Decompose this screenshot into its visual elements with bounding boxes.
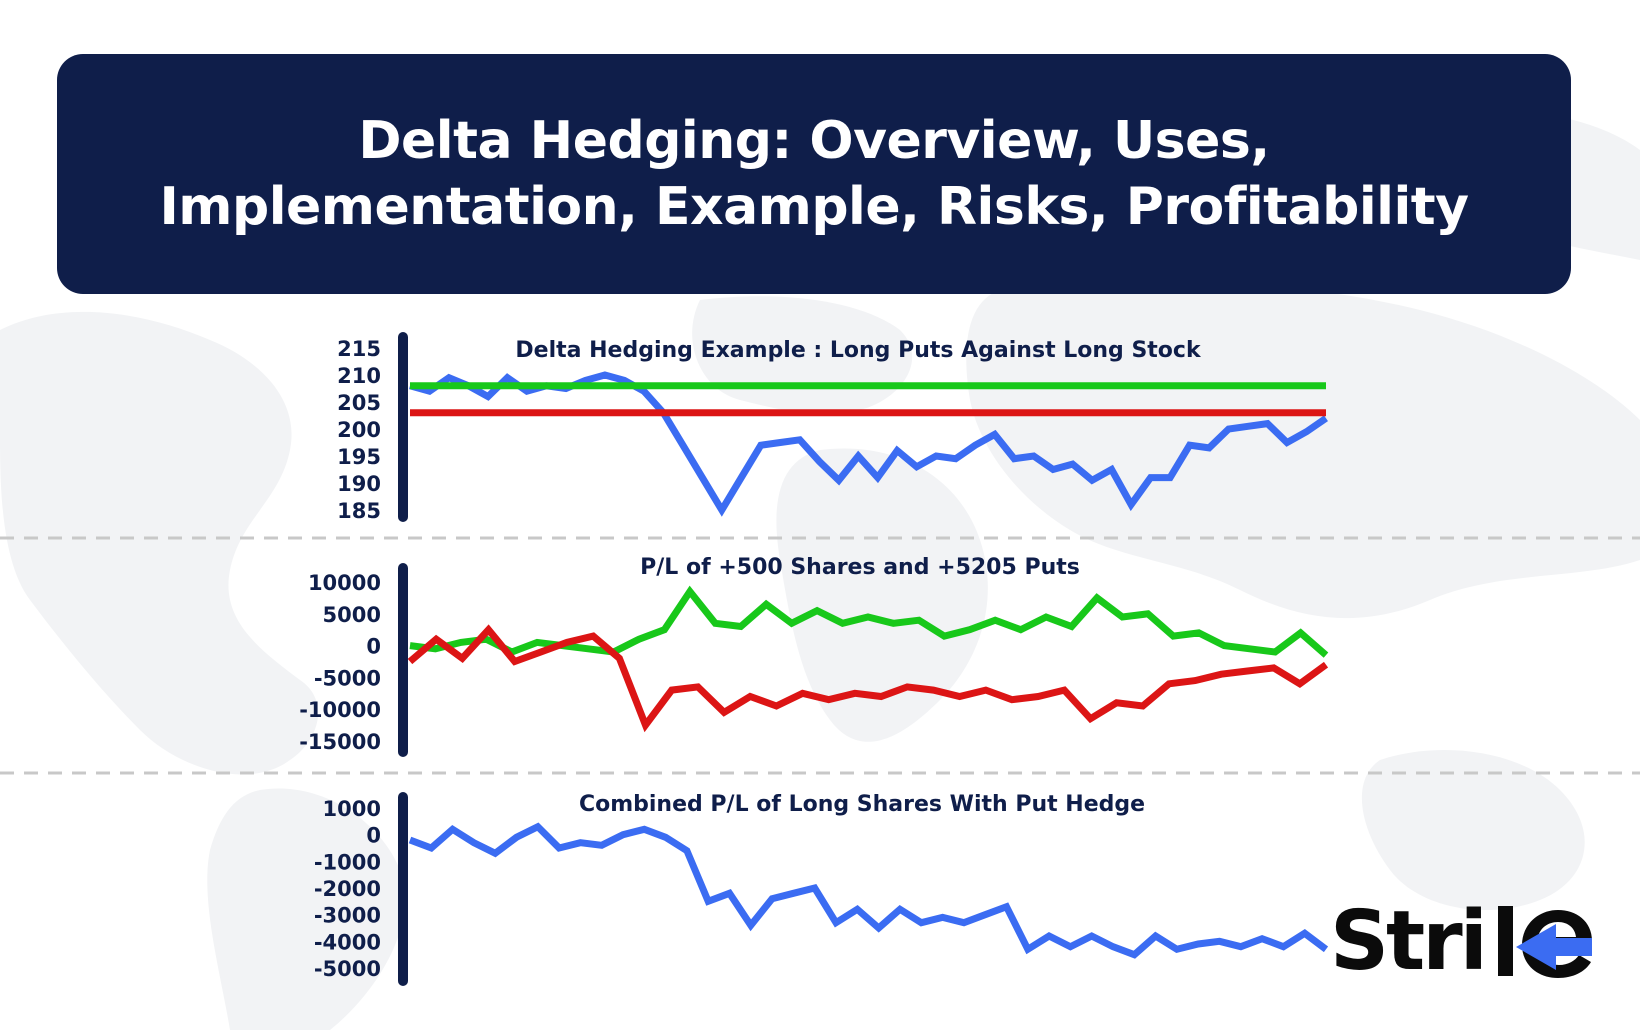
chart-3-title: Combined P/L of Long Shares With Put Hed… <box>579 792 1145 817</box>
chart-2-tick-label: -5000 <box>314 666 381 690</box>
title-banner: Delta Hedging: Overview, Uses, Implement… <box>57 54 1571 294</box>
chart-2-tick-label: 0 <box>366 635 381 659</box>
chart-3-tick-label: -5000 <box>314 957 381 981</box>
chart-3-series-1-line <box>408 822 1329 959</box>
chart-2-series-1-line <box>409 585 1329 658</box>
chart-2-series-2-line <box>407 624 1329 733</box>
chart-1-title: Delta Hedging Example : Long Puts Agains… <box>515 338 1202 363</box>
banner-title-line-2: Implementation, Example, Risks, Profitab… <box>159 177 1469 237</box>
chart-3-tick-label: -4000 <box>314 930 381 954</box>
chart-1-series-1-line <box>409 371 1328 517</box>
logo-wordmark: Stri <box>1330 894 1488 989</box>
strike-logo: Stri <box>1330 892 1600 992</box>
chart-3-tick-label: 1000 <box>323 797 381 821</box>
chart-1-tick-label: 185 <box>337 499 381 523</box>
chart-2-title: P/L of +500 Shares and +5205 Puts <box>640 555 1080 580</box>
chart-2-tick-label: -15000 <box>299 730 381 754</box>
chart-2-tick-label: -10000 <box>299 698 381 722</box>
chart-1-tick-label: 205 <box>337 391 381 415</box>
chart-3-tick-label: -2000 <box>314 877 381 901</box>
chart-2-tick-label: 5000 <box>323 603 381 627</box>
chart-3-tick-label: 0 <box>366 824 381 848</box>
chart-3-tick-label: -3000 <box>314 904 381 928</box>
chart-2-tick-label: 10000 <box>308 571 381 595</box>
banner-title-line-1: Delta Hedging: Overview, Uses, <box>358 111 1270 171</box>
chart-1-tick-label: 195 <box>337 445 381 469</box>
logo-arrow-e-icon <box>1498 906 1592 978</box>
chart-1-tick-label: 215 <box>337 337 381 361</box>
chart-1-tick-label: 210 <box>337 364 381 388</box>
chart-3-tick-label: -1000 <box>314 850 381 874</box>
chart-1-tick-label: 190 <box>337 472 381 496</box>
chart-1-tick-label: 200 <box>337 418 381 442</box>
